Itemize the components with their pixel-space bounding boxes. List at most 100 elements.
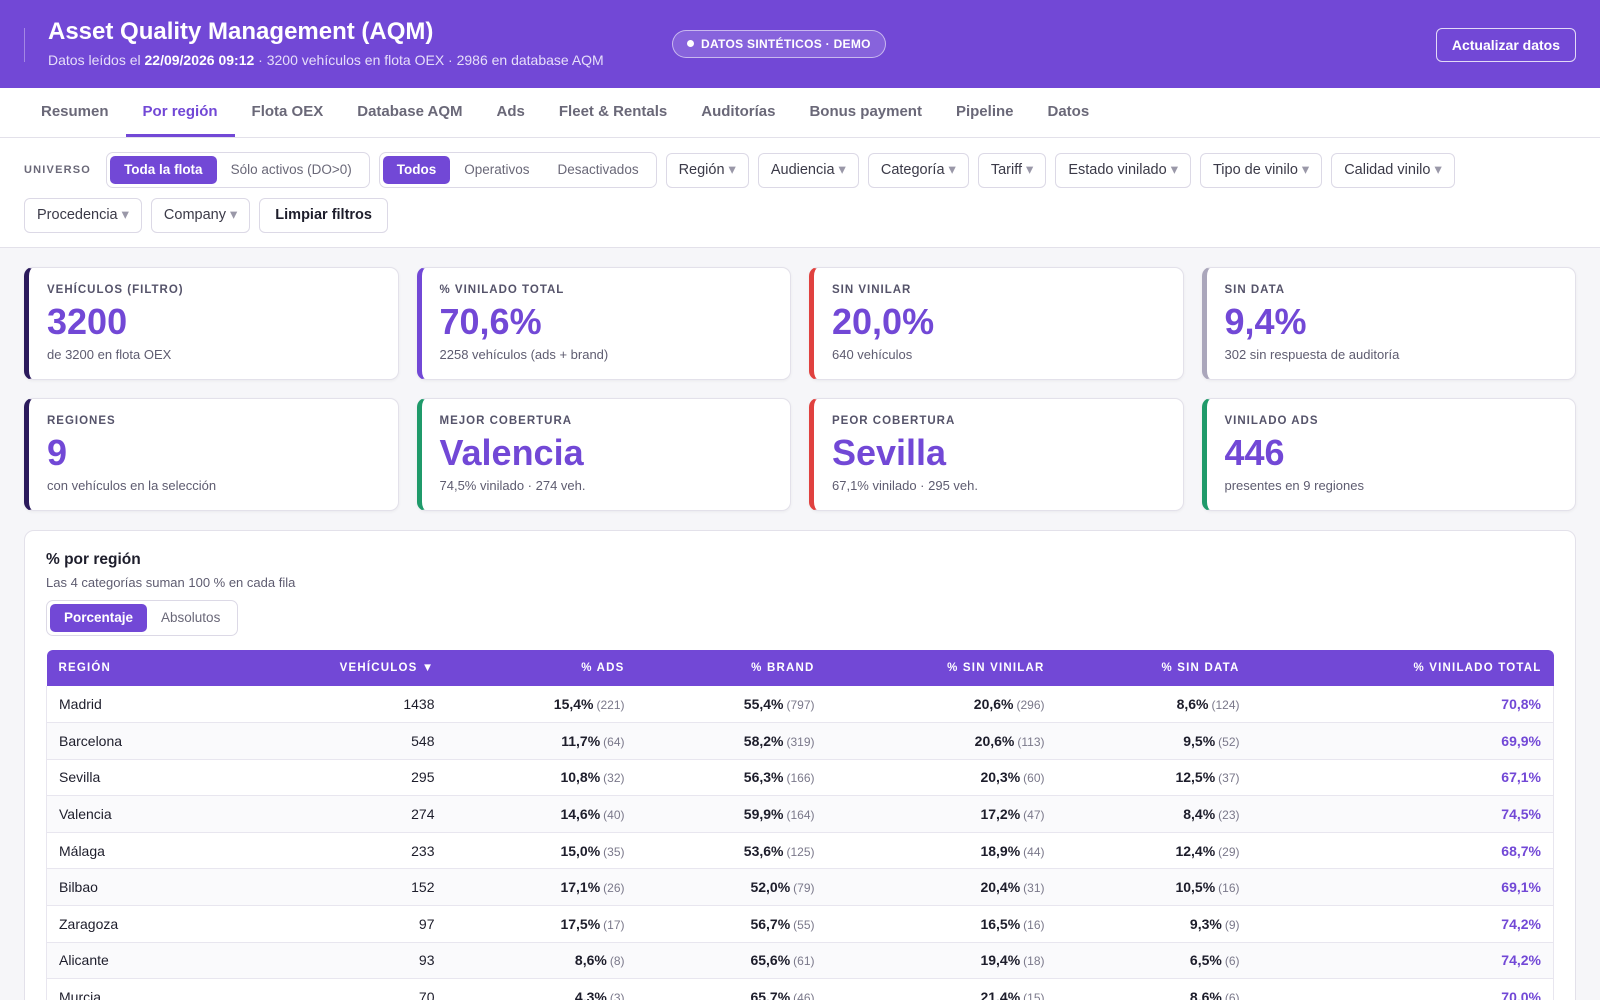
kpi-card: % VINILADO TOTAL 70,6% 2258 vehículos (ads… (416, 267, 791, 380)
percent-value: 20,6% (973, 696, 1014, 713)
kpi-label: SIN DATA (1224, 284, 1286, 296)
percent-value: 65,7% (750, 989, 791, 1000)
total-cell: 74,2% (1251, 905, 1554, 943)
tab[interactable]: Resumen (41, 103, 109, 120)
kpi-note: 74,5% vinilado · 274 veh. (439, 478, 586, 493)
percent-cell: 20,4% (31) (826, 868, 1057, 907)
percent-cell: 12,4% (29) (1056, 832, 1252, 870)
vehicles-cell: 152 (276, 868, 447, 907)
tab[interactable]: Ads (496, 103, 525, 120)
count-value: (47) (1023, 808, 1045, 823)
kpi-value: 9 (47, 432, 68, 473)
filter-dropdown[interactable]: Tipo de vinilo (1199, 152, 1323, 188)
tab[interactable]: Auditorías (701, 103, 776, 120)
region-cell: Alicante (46, 942, 277, 980)
percent-value: 12,5% (1175, 769, 1216, 786)
universe-toggle: Toda la flota Sólo activos (DO>0) (106, 152, 370, 188)
percent-cell: 19,4% (18) (826, 942, 1057, 980)
percent-cell: 17,5% (17) (446, 905, 637, 943)
percent-value: 15,0% (560, 842, 601, 859)
tab[interactable]: Flota OEX (251, 103, 324, 120)
count-value: (35) (603, 844, 625, 859)
demo-badge: DATOS SINTÉTICOS · DEMO (672, 30, 886, 58)
filter-dropdown[interactable]: Company (150, 198, 251, 233)
kpi-note: 67,1% vinilado · 295 veh. (832, 478, 978, 493)
refresh-button[interactable]: Actualizar datos (1435, 28, 1576, 62)
filter-dropdown[interactable]: Categoría (867, 152, 969, 188)
column-header: % SIN VINILAR (826, 650, 1057, 686)
panel-subtitle: Las 4 categorías suman 100 % en cada fil… (46, 575, 296, 590)
count-value: (40) (603, 808, 625, 823)
count-value: (37) (1218, 771, 1240, 786)
count-value: (79) (793, 881, 815, 896)
clear-filters-button[interactable]: Limpiar filtros (259, 198, 388, 233)
toggle-option[interactable]: Sólo activos (DO>0) (230, 162, 352, 177)
column-header: % BRAND (636, 650, 827, 686)
count-value: (32) (603, 771, 625, 786)
percent-value: 16,5% (980, 915, 1021, 932)
count-value: (15) (1023, 991, 1045, 1000)
kpi-card: SIN DATA 9,4% 302 sin respuesta de auditor… (1201, 267, 1576, 380)
percent-cell: 17,1% (26) (446, 868, 637, 907)
vehicles-cell: 548 (276, 722, 447, 760)
percent-cell: 10,5% (16) (1056, 868, 1252, 907)
percent-value: 11,7% (561, 732, 601, 749)
percent-value: 15,4% (553, 696, 594, 713)
filter-dropdown[interactable]: Región (665, 152, 749, 188)
percent-value: 58,2% (743, 732, 784, 749)
filter-dropdown[interactable]: Tariff (977, 152, 1047, 188)
count-value: (44) (1023, 844, 1045, 859)
percent-cell: 17,2% (47) (826, 795, 1057, 833)
count-value: (797) (786, 698, 815, 713)
toggle-option[interactable]: Desactivados (557, 162, 639, 177)
region-cell: Barcelona (46, 722, 277, 760)
percent-value: 12,4% (1175, 842, 1216, 859)
region-table: REGIÓN VEHÍCULOS ▼% ADS% BRAND% SIN VINIL… (46, 650, 1554, 1000)
toggle-option[interactable]: Toda la flota (110, 156, 217, 184)
percent-cell: 10,8% (32) (446, 759, 637, 797)
table-body: Madrid 1438 15,4% (221) 55,4% (797) 20,6% (296)… (46, 686, 1554, 1000)
tab[interactable]: Datos (1047, 103, 1090, 120)
percent-value: 17,5% (560, 915, 601, 932)
toggle-option[interactable]: Porcentaje (50, 604, 148, 632)
percent-cell: 6,5% (6) (1056, 942, 1252, 980)
kpi-note: 2258 vehículos (ads + brand) (439, 347, 609, 362)
tab[interactable]: Pipeline (955, 103, 1014, 120)
divider (24, 28, 25, 62)
percent-value: 19,4% (980, 952, 1021, 969)
percent-cell: 58,2% (319) (636, 722, 827, 760)
percent-cell: 8,6% (8) (446, 942, 637, 980)
vehicles-cell: 1438 (276, 686, 447, 724)
kpi-value: Sevilla (832, 432, 947, 473)
count-value: (319) (786, 734, 815, 749)
kpi-label: PEOR COBERTURA (832, 415, 956, 427)
tab[interactable]: Por región (125, 88, 235, 137)
tab[interactable]: Database AQM (357, 103, 463, 120)
table-row: Zaragoza 97 17,5% (17) 56,7% (55) 16,5% (16) 9,3… (46, 905, 1554, 943)
toggle-option[interactable]: Operativos (464, 162, 530, 177)
percent-value: 18,9% (980, 842, 1021, 859)
toggle-option[interactable]: Absolutos (161, 610, 221, 625)
percent-value: 21,4% (980, 989, 1021, 1000)
percent-value: 20,4% (980, 879, 1021, 896)
percent-cell: 8,6% (6) (1056, 978, 1252, 1000)
tab[interactable]: Bonus payment (809, 103, 922, 120)
percent-value: 53,6% (743, 842, 784, 859)
filter-dropdown[interactable]: Estado vinilado (1055, 152, 1191, 188)
tab[interactable]: Fleet & Rentals (558, 103, 668, 120)
filter-dropdown[interactable]: Audiencia (757, 152, 859, 188)
percent-value: 59,9% (743, 806, 784, 823)
percent-cell: 11,7% (64) (446, 722, 637, 760)
count-value: (124) (1211, 698, 1240, 713)
toggle-option[interactable]: Todos (382, 156, 451, 184)
timestamp: 22/09/2026 09:12 (144, 52, 255, 68)
filter-dropdown[interactable]: Calidad vinilo (1331, 152, 1455, 188)
percent-value: 17,2% (980, 806, 1021, 823)
column-header[interactable]: VEHÍCULOS ▼ (276, 650, 447, 686)
percent-cell: 52,0% (79) (636, 868, 827, 907)
filter-dropdown[interactable]: Procedencia (24, 198, 142, 233)
percent-value: 8,6% (1176, 696, 1209, 713)
kpi-label: MEJOR COBERTURA (439, 415, 573, 427)
